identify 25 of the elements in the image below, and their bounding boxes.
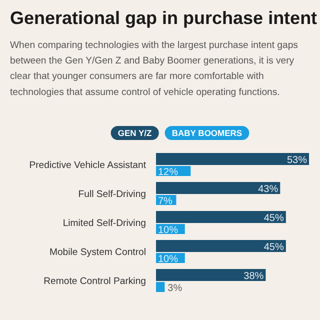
y-tick-label: Limited Self-Driving [62,218,146,229]
bar [156,282,165,292]
data-label: 53% [286,155,308,166]
data-label: 45% [264,242,284,253]
data-label: 43% [258,184,278,195]
y-tick-label: Mobile System Control [49,247,146,258]
bar [156,182,280,194]
bar [156,240,286,252]
bar [156,153,309,165]
bar [156,211,286,223]
y-tick-label: Full Self-Driving [78,189,146,200]
data-label: 10% [158,225,178,236]
y-tick-label: Remote Control Parking [44,276,146,287]
y-tick-label: Predictive Vehicle Assistant [29,160,146,171]
chart-title: Generational gap in purchase intent [10,8,318,28]
data-label: 38% [244,271,264,282]
bar [156,269,266,281]
series-label: GEN Y/Z [118,128,152,138]
data-label: 3% [168,283,182,294]
data-label: 45% [264,213,284,224]
data-label: 10% [158,254,178,265]
data-label: 7% [158,196,173,207]
text: BABY BOOMERS [172,128,242,138]
chart-subtitle: When comparing technologies with the largest purchase intent gaps between the Gen Y/Gen Z and Baby Boomer generations, it is very clear that younger consumers are far more comfortable with technologies that assume control of vehicle operating functions. [10,40,298,98]
data-label: 12% [158,167,178,178]
